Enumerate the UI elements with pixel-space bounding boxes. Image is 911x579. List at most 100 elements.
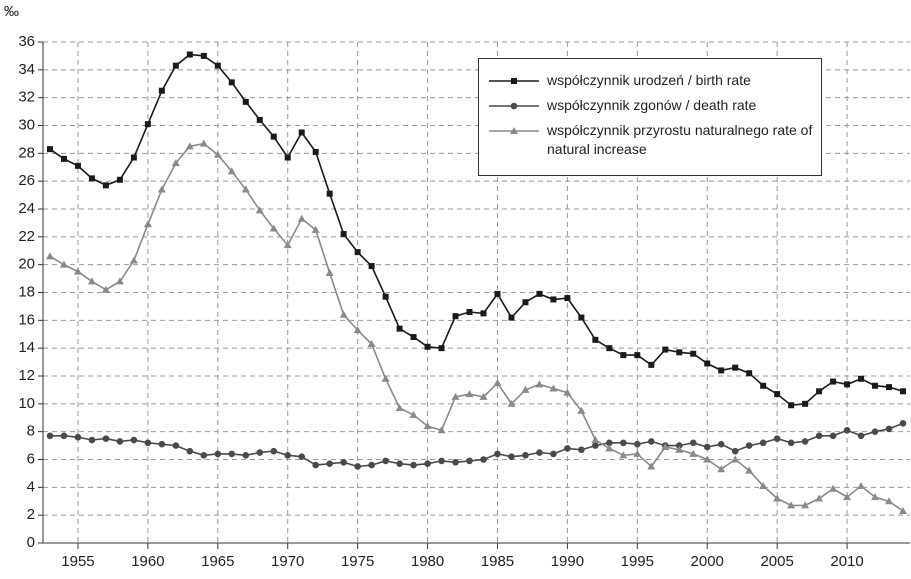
marker — [731, 455, 740, 463]
marker — [550, 296, 557, 303]
marker — [144, 439, 152, 447]
legend-label: współczynnik przyrostu naturalnego rate … — [547, 122, 813, 157]
marker — [172, 442, 180, 449]
marker — [87, 277, 96, 285]
marker — [899, 420, 907, 427]
marker — [437, 426, 446, 434]
marker — [787, 501, 796, 509]
marker — [634, 440, 641, 448]
marker — [773, 494, 782, 502]
marker — [480, 310, 487, 317]
marker — [367, 339, 376, 347]
marker — [760, 382, 767, 389]
marker — [619, 451, 628, 459]
x-tick-label: 2005 — [760, 553, 793, 570]
marker — [381, 374, 390, 382]
marker — [185, 142, 194, 150]
marker — [200, 52, 207, 59]
marker — [773, 435, 781, 442]
marker — [339, 310, 348, 318]
x-tick-label: 1980 — [411, 553, 444, 570]
marker — [73, 267, 82, 275]
marker — [564, 445, 571, 452]
marker — [592, 442, 599, 449]
marker — [479, 392, 488, 400]
marker — [510, 127, 518, 134]
marker — [312, 461, 319, 469]
y-tick-label: 4 — [27, 478, 35, 495]
marker — [900, 388, 907, 395]
marker — [116, 438, 124, 445]
marker — [242, 98, 249, 105]
marker — [857, 432, 865, 440]
marker — [74, 433, 82, 441]
marker — [143, 220, 152, 228]
marker — [157, 185, 166, 193]
marker — [620, 439, 627, 447]
marker — [186, 51, 193, 58]
marker — [494, 290, 501, 297]
marker — [452, 458, 459, 466]
marker — [340, 231, 347, 238]
marker — [606, 345, 613, 352]
marker — [88, 436, 96, 444]
y-tick-label: 26 — [18, 172, 35, 189]
marker — [703, 455, 712, 463]
marker — [717, 465, 726, 473]
marker — [788, 402, 795, 409]
marker — [801, 438, 809, 445]
marker — [511, 78, 517, 84]
marker — [74, 162, 81, 169]
marker — [283, 241, 292, 249]
marker — [172, 62, 179, 69]
marker — [227, 167, 236, 175]
x-tick-label: 1955 — [61, 553, 94, 570]
marker — [116, 176, 123, 183]
y-tick-label: 8 — [27, 423, 35, 440]
marker — [410, 334, 417, 341]
marker — [256, 449, 264, 456]
marker — [731, 447, 739, 455]
legend-label: współczynnik urodzeń / birth rate — [547, 72, 751, 88]
marker — [745, 442, 753, 449]
marker — [228, 450, 236, 458]
marker — [606, 439, 613, 447]
legend: współczynnik urodzeń / birth rate współcz… — [478, 58, 822, 176]
marker — [353, 326, 362, 334]
marker — [732, 364, 739, 371]
y-axis-label: ‰ — [4, 3, 19, 20]
marker — [689, 439, 697, 447]
marker — [410, 461, 417, 469]
marker — [171, 159, 180, 167]
marker — [395, 404, 404, 412]
marker — [60, 432, 68, 440]
y-tick-label: 6 — [27, 450, 35, 467]
marker — [843, 493, 852, 501]
marker — [843, 426, 851, 434]
marker — [368, 263, 375, 270]
y-tick-label: 2 — [27, 506, 35, 523]
marker — [438, 457, 445, 465]
marker — [452, 313, 459, 320]
marker — [774, 391, 781, 398]
marker — [382, 293, 389, 300]
marker — [563, 388, 572, 396]
marker — [326, 460, 333, 467]
marker — [101, 285, 110, 293]
marker — [115, 277, 124, 285]
marker — [787, 439, 795, 447]
marker — [186, 447, 194, 455]
marker — [564, 295, 571, 302]
marker — [718, 367, 725, 374]
marker — [675, 445, 684, 453]
marker — [46, 146, 53, 153]
marker — [829, 484, 838, 492]
marker — [284, 452, 292, 459]
x-tick-label: 1990 — [551, 553, 584, 570]
y-tick-label: 16 — [18, 311, 35, 328]
legend-label: współczynnik zgonów / death rate — [547, 97, 757, 113]
marker — [382, 457, 389, 465]
marker — [270, 447, 278, 455]
marker — [535, 380, 544, 388]
marker — [396, 325, 403, 332]
